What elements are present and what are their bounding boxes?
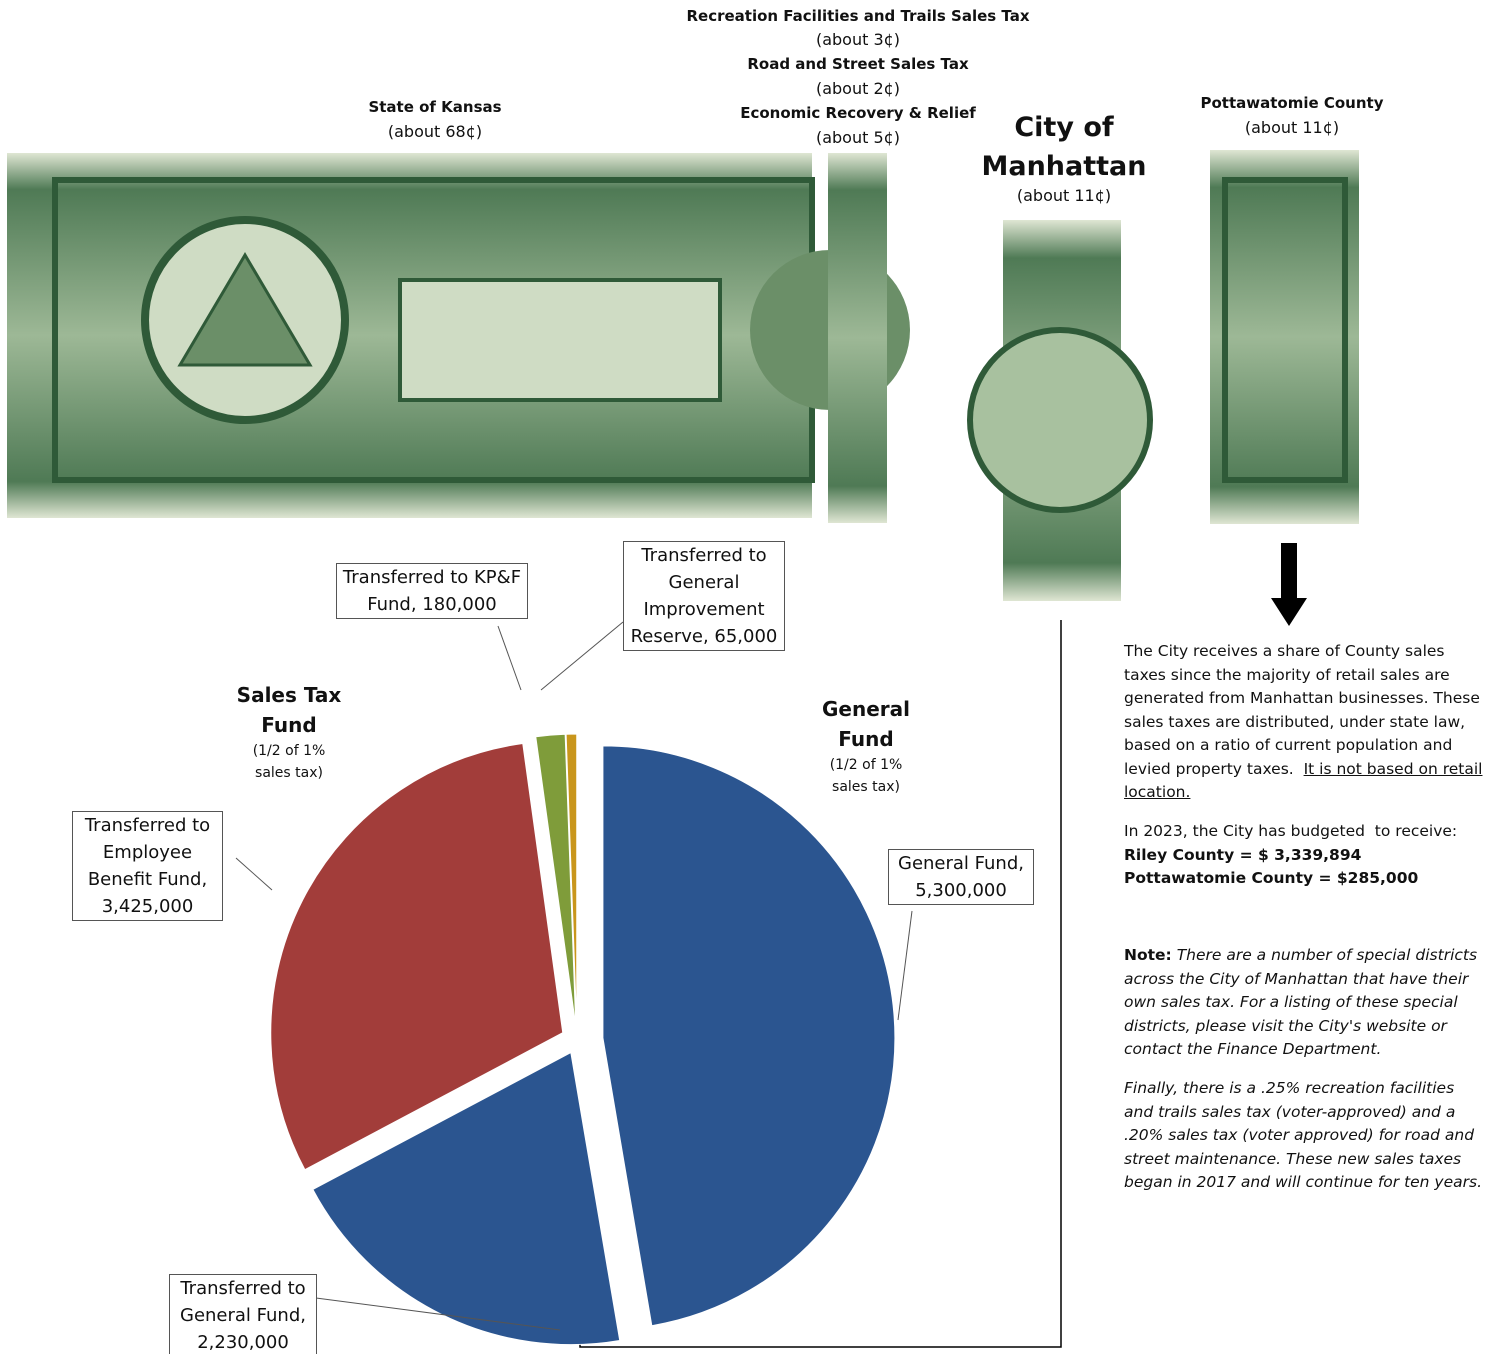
body-text: The City receives a share of County sale… <box>1124 642 1480 778</box>
data-label: Transferred to General Fund, 2,230,000 <box>169 1274 317 1354</box>
budget-intro: In 2023, the City has budgeted to receiv… <box>1124 822 1457 840</box>
bill-share: (about 11¢) <box>1212 117 1372 139</box>
pie-slice <box>603 746 895 1326</box>
fund-note: (1/2 of 1% sales tax) <box>824 754 908 798</box>
note-text: There are a number of special districts … <box>1124 946 1477 1058</box>
bill-strip <box>1210 150 1359 524</box>
down-arrow <box>1271 543 1307 626</box>
data-label: General Fund, 5,300,000 <box>888 849 1034 905</box>
fund-heading: General Fund <box>811 694 921 754</box>
bill-share: (about 5¢) <box>778 127 938 149</box>
fund-note: (1/2 of 1% sales tax) <box>247 740 331 784</box>
budget-line: Riley County = $ 3,339,894 <box>1124 844 1486 868</box>
bill-share: (about 2¢) <box>778 78 938 100</box>
bill-share: (about 11¢) <box>984 185 1144 207</box>
paragraph: Finally, there is a .25% recreation faci… <box>1124 1077 1486 1195</box>
bill-title: Recreation Facilities and Trails Sales T… <box>658 5 1058 27</box>
dollar-bill <box>7 153 910 518</box>
bill-share: (about 3¢) <box>778 29 938 51</box>
pie <box>271 734 895 1345</box>
data-label: Transferred to General Improvement Reser… <box>623 541 785 651</box>
page: Recreation Facilities and Trails Sales T… <box>0 0 1499 1354</box>
paragraph: In 2023, the City has budgeted to receiv… <box>1124 820 1486 891</box>
bill-share: (about 68¢) <box>355 121 515 143</box>
data-label: Transferred to KP&F Fund, 180,000 <box>336 563 528 619</box>
bill-title: State of Kansas <box>235 96 635 118</box>
budget-line: Pottawatomie County = $285,000 <box>1124 867 1486 891</box>
bill-strip <box>828 153 887 523</box>
data-label: Transferred to Employee Benefit Fund, 3,… <box>72 811 223 921</box>
paragraph: Note: There are a number of special dist… <box>1124 944 1486 1062</box>
bill-title: Road and Street Sales Tax <box>658 53 1058 75</box>
bill-strip <box>970 220 1150 601</box>
note-label: Note: <box>1124 946 1172 964</box>
bill-title: Pottawatomie County <box>1092 92 1492 114</box>
fund-heading: Sales Tax Fund <box>234 680 344 740</box>
paragraph: The City receives a share of County sale… <box>1124 640 1486 805</box>
bill-title: City of Manhattan <box>979 108 1149 186</box>
